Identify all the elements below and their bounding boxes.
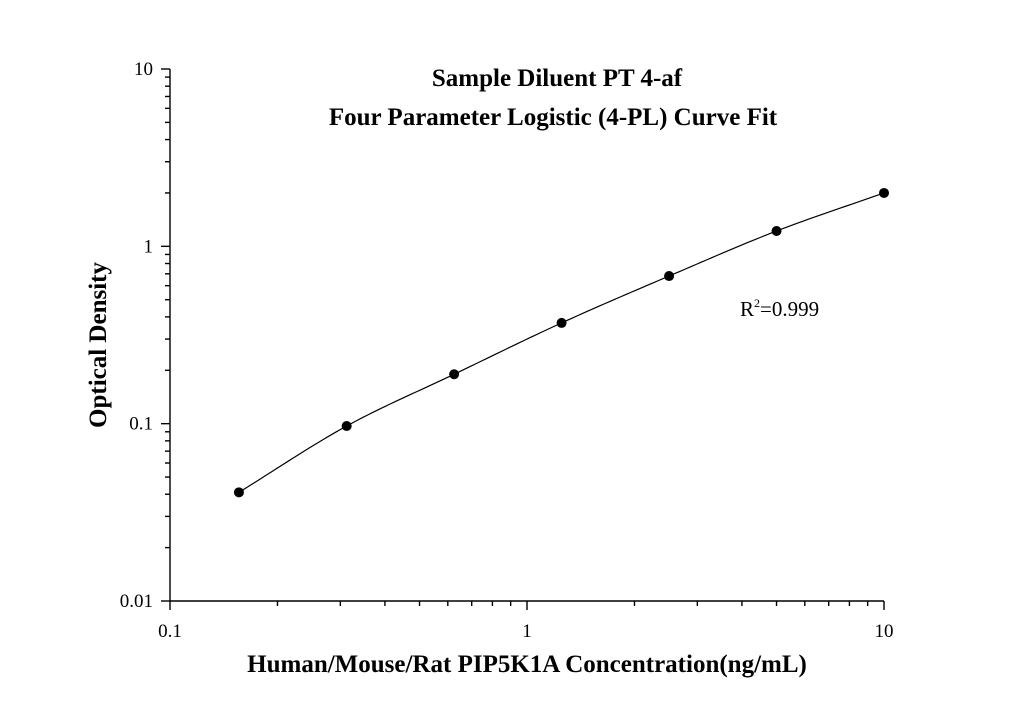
x-tick-label: 10 [875, 621, 894, 642]
r-squared-value: =0.999 [760, 297, 819, 321]
x-axis-label: Human/Mouse/Rat PIP5K1A Concentration(ng… [247, 651, 807, 678]
y-axis-label: Optical Density [85, 262, 112, 428]
chart-title: Sample Diluent PT 4-af Four Parameter Lo… [329, 65, 778, 131]
data-point [233, 487, 244, 498]
y-tick-label: 0.01 [120, 591, 153, 612]
y-tick-label: 10 [134, 59, 153, 80]
data-point [879, 187, 889, 198]
r-squared-annotation: R2=0.999 [740, 296, 819, 321]
data-point [341, 421, 352, 432]
y-tick-label: 0.1 [129, 414, 153, 435]
r-squared-base: R [740, 297, 754, 321]
data-point [556, 317, 567, 328]
chart-title-line-1: Sample Diluent PT 4-af [432, 65, 683, 92]
data-points-layer [233, 187, 889, 498]
fit-curve [238, 192, 885, 493]
chart-title-line-2: Four Parameter Logistic (4-PL) Curve Fit [329, 104, 778, 131]
fit-curve-layer [238, 192, 885, 493]
x-tick-label: 1 [522, 621, 532, 642]
x-tick-label: 0.1 [158, 621, 182, 642]
r-squared-superscript: 2 [754, 296, 760, 310]
y-tick-label: 1 [144, 236, 154, 257]
data-point [664, 271, 675, 282]
data-point [771, 226, 782, 237]
data-point [449, 369, 460, 380]
